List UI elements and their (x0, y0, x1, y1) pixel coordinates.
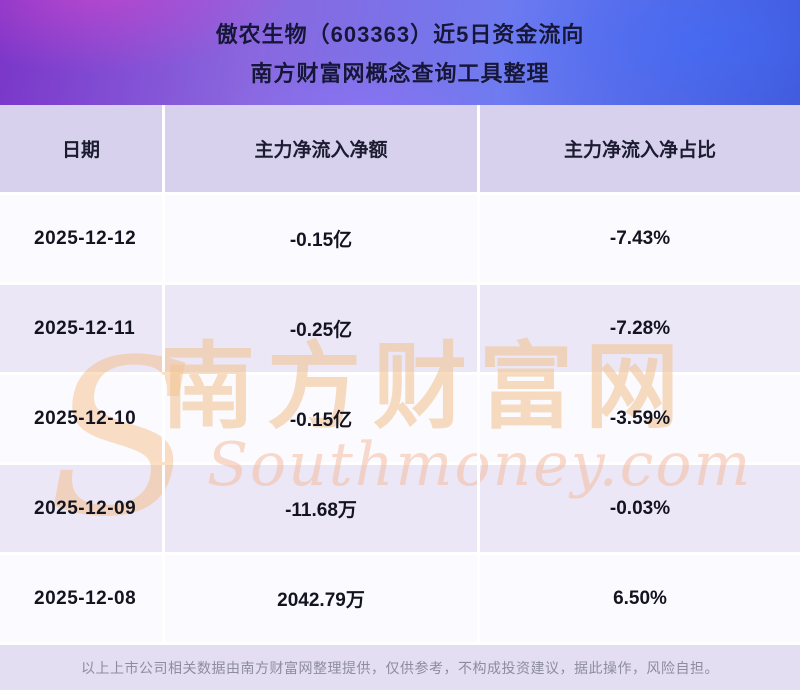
date-cell: 2025-12-09 (0, 465, 165, 552)
footer-disclaimer: 以上上市公司相关数据由南方财富网整理提供，仅供参考，不构成投资建议，据此操作，风… (0, 645, 800, 690)
net-inflow-amount-cell: -0.15亿 (165, 375, 480, 462)
table-row: 2025-12-09 -11.68万 -0.03% (0, 465, 800, 555)
net-inflow-pct-cell: -3.59% (609, 407, 671, 429)
header-banner: 傲农生物（603363）近5日资金流向 南方财富网概念查询工具整理 (0, 0, 800, 105)
table-body: 2025-12-12 -0.15亿 -7.43% 2025-12-11 -0.2… (0, 195, 800, 645)
net-inflow-pct-cell: -0.03% (609, 497, 671, 519)
table-row: 2025-12-10 -0.15亿 -3.59% (0, 375, 800, 465)
date-cell: 2025-12-08 (0, 555, 165, 642)
net-inflow-amount-cell: -11.68万 (165, 465, 480, 552)
net-inflow-amount-cell: 2042.79万 (165, 555, 480, 642)
column-header-main-net-inflow: 主力净流入净额 (165, 105, 480, 192)
date-cell: 2025-12-12 (0, 195, 165, 282)
table-row: 2025-12-12 -0.15亿 -7.43% (0, 195, 800, 285)
net-inflow-pct-cell: 6.50% (613, 587, 667, 609)
page-subtitle: 南方财富网概念查询工具整理 (250, 61, 550, 86)
net-inflow-amount-cell: -0.15亿 (165, 195, 480, 282)
column-header-main-net-inflow-pct: 主力净流入净占比 (563, 140, 716, 161)
date-cell: 2025-12-11 (0, 285, 165, 372)
table-row: 2025-12-11 -0.25亿 -7.28% (0, 285, 800, 375)
net-inflow-amount-cell: -0.25亿 (165, 285, 480, 372)
table-row: 2025-12-08 2042.79万 6.50% (0, 555, 800, 645)
net-inflow-pct-cell: -7.43% (609, 227, 671, 249)
date-cell: 2025-12-10 (0, 375, 165, 462)
column-header-date: 日期 (0, 105, 165, 192)
table-header-row: 日期 主力净流入净额 主力净流入净占比 (0, 105, 800, 195)
page-title: 傲农生物（603363）近5日资金流向 (215, 22, 585, 47)
net-inflow-pct-cell: -7.28% (609, 317, 671, 339)
capital-flow-table: 日期 主力净流入净额 主力净流入净占比 2025-12-12 -0.15亿 -7… (0, 105, 800, 645)
